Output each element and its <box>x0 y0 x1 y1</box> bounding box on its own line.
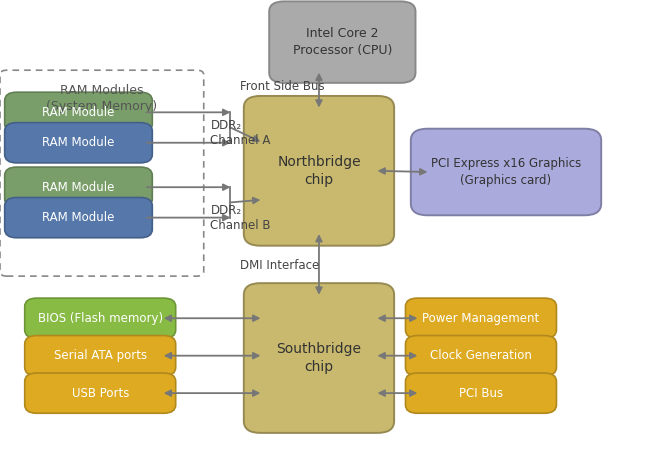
Text: Intel Core 2
Processor (CPU): Intel Core 2 Processor (CPU) <box>293 27 392 57</box>
FancyBboxPatch shape <box>244 283 394 433</box>
FancyBboxPatch shape <box>5 123 152 163</box>
Text: RAM Module: RAM Module <box>42 106 115 119</box>
FancyBboxPatch shape <box>411 129 601 215</box>
Text: Southbridge
chip: Southbridge chip <box>277 342 361 374</box>
Text: PCI Bus: PCI Bus <box>459 387 503 400</box>
FancyBboxPatch shape <box>405 373 556 413</box>
FancyBboxPatch shape <box>25 298 176 338</box>
FancyBboxPatch shape <box>25 373 176 413</box>
Text: DMI Interface: DMI Interface <box>240 259 320 272</box>
Text: PCI Express x16 Graphics
(Graphics card): PCI Express x16 Graphics (Graphics card) <box>431 157 581 187</box>
Text: RAM Module: RAM Module <box>42 136 115 149</box>
Text: RAM Modules
(System Memory): RAM Modules (System Memory) <box>46 84 158 113</box>
Text: Power Management: Power Management <box>422 312 540 325</box>
FancyBboxPatch shape <box>5 197 152 238</box>
Text: DDR₂
Channel B: DDR₂ Channel B <box>210 204 271 232</box>
FancyBboxPatch shape <box>269 1 415 83</box>
FancyBboxPatch shape <box>5 92 152 132</box>
FancyBboxPatch shape <box>5 167 152 207</box>
Text: Clock Generation: Clock Generation <box>430 349 532 362</box>
Text: Front Side Bus: Front Side Bus <box>240 80 325 93</box>
Text: Serial ATA ports: Serial ATA ports <box>53 349 147 362</box>
FancyBboxPatch shape <box>244 96 394 246</box>
Text: RAM Module: RAM Module <box>42 181 115 194</box>
FancyBboxPatch shape <box>405 336 556 376</box>
Text: USB Ports: USB Ports <box>71 387 129 400</box>
Text: RAM Module: RAM Module <box>42 211 115 224</box>
Text: BIOS (Flash memory): BIOS (Flash memory) <box>37 312 163 325</box>
Text: Northbridge
chip: Northbridge chip <box>277 154 361 187</box>
FancyBboxPatch shape <box>25 336 176 376</box>
Text: DDR₂
Channel A: DDR₂ Channel A <box>210 119 271 147</box>
FancyBboxPatch shape <box>405 298 556 338</box>
